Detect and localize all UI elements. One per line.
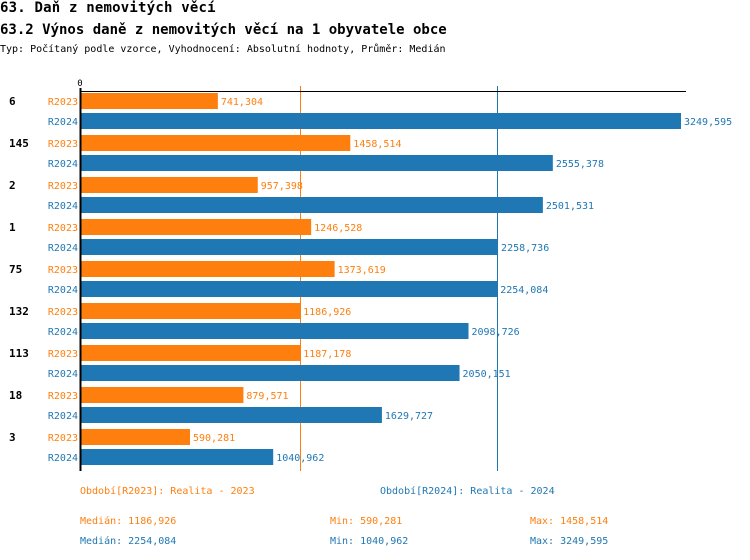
bar-r2023 — [81, 345, 301, 361]
series-label: R2024 — [48, 285, 78, 296]
bar-r2023 — [81, 261, 335, 277]
series-label: R2024 — [48, 327, 78, 338]
category-label: 1 — [9, 221, 16, 234]
data-label: 1186,926 — [303, 307, 351, 318]
data-label: 1373,619 — [338, 265, 386, 276]
data-label: 879,571 — [246, 391, 288, 402]
data-label: 1458,514 — [353, 139, 401, 150]
bar-r2024 — [81, 323, 469, 339]
data-label: 2050,151 — [463, 369, 511, 380]
bar-r2024 — [81, 281, 498, 297]
data-label: 1187,178 — [303, 349, 351, 360]
bar-r2024 — [81, 407, 382, 423]
bar-r2024 — [81, 155, 553, 171]
bar-r2023 — [81, 135, 351, 151]
series-label: R2023 — [48, 349, 78, 360]
bar-r2024 — [81, 365, 460, 381]
stat-r2023-max: Max: 1458,514 — [530, 516, 609, 527]
stat-r2023-min: Min: 590,281 — [330, 516, 403, 527]
bar-r2023 — [81, 177, 258, 193]
series-label: R2023 — [48, 265, 78, 276]
data-label: 3249,595 — [684, 117, 732, 128]
stat-r2023-median: Medián: 1186,926 — [80, 516, 177, 527]
data-label: 957,398 — [261, 181, 303, 192]
bar-r2024 — [81, 113, 681, 129]
series-label: R2024 — [48, 453, 78, 464]
category-label: 3 — [9, 431, 16, 444]
bar-r2024 — [81, 197, 543, 213]
bar-chart: 6 R2023 741,304 R2024 3249,595 145 R2023 1458,5… — [9, 79, 732, 471]
series-label: R2023 — [48, 181, 78, 192]
legend-r2023: Období[R2023]: Realita - 2023 — [80, 486, 255, 497]
series-label: R2024 — [48, 117, 78, 128]
series-label: R2024 — [48, 369, 78, 380]
bar-r2023 — [81, 93, 218, 109]
data-label: 2555,378 — [556, 159, 604, 170]
category-label: 132 — [9, 305, 29, 318]
data-label: 1040,962 — [276, 453, 324, 464]
data-label: 741,304 — [221, 97, 263, 108]
data-label: 2098,726 — [472, 327, 520, 338]
chart-description: Typ: Počítaný podle vzorce, Vyhodnocení:… — [0, 44, 446, 55]
category-label: 145 — [9, 137, 29, 150]
legend-r2024: Období[R2024]: Realita - 2024 — [380, 486, 555, 497]
series-label: R2023 — [48, 223, 78, 234]
series-label: R2023 — [48, 139, 78, 150]
data-label: 1246,528 — [314, 223, 362, 234]
data-label: 2258,736 — [501, 243, 549, 254]
bar-r2023 — [81, 387, 244, 403]
stat-r2024-max: Max: 3249,595 — [530, 536, 609, 547]
bar-r2023 — [81, 219, 312, 235]
bar-r2023 — [81, 429, 190, 445]
bar-r2023 — [81, 303, 301, 319]
category-label: 75 — [9, 263, 22, 276]
page-title: 63. Daň z nemovitých věcí — [0, 0, 216, 16]
series-label: R2024 — [48, 159, 78, 170]
category-label: 2 — [9, 179, 16, 192]
series-label: R2023 — [48, 391, 78, 402]
data-label: 2254,084 — [500, 285, 548, 296]
category-label: 113 — [9, 347, 29, 360]
stat-r2024-median: Medián: 2254,084 — [80, 536, 177, 547]
bar-r2024 — [81, 239, 499, 255]
data-label: 590,281 — [193, 433, 235, 444]
stat-r2024-min: Min: 1040,962 — [330, 536, 409, 547]
x-tick-label: 0 — [77, 79, 82, 89]
series-label: R2023 — [48, 97, 78, 108]
series-label: R2023 — [48, 433, 78, 444]
category-label: 6 — [9, 95, 16, 108]
series-label: R2024 — [48, 411, 78, 422]
data-label: 1629,727 — [385, 411, 433, 422]
series-label: R2024 — [48, 243, 78, 254]
bar-r2024 — [81, 449, 274, 465]
data-label: 2501,531 — [546, 201, 594, 212]
series-label: R2023 — [48, 307, 78, 318]
category-label: 18 — [9, 389, 22, 402]
chart-title: 63.2 Výnos daně z nemovitých věcí na 1 o… — [0, 22, 447, 38]
series-label: R2024 — [48, 201, 78, 212]
